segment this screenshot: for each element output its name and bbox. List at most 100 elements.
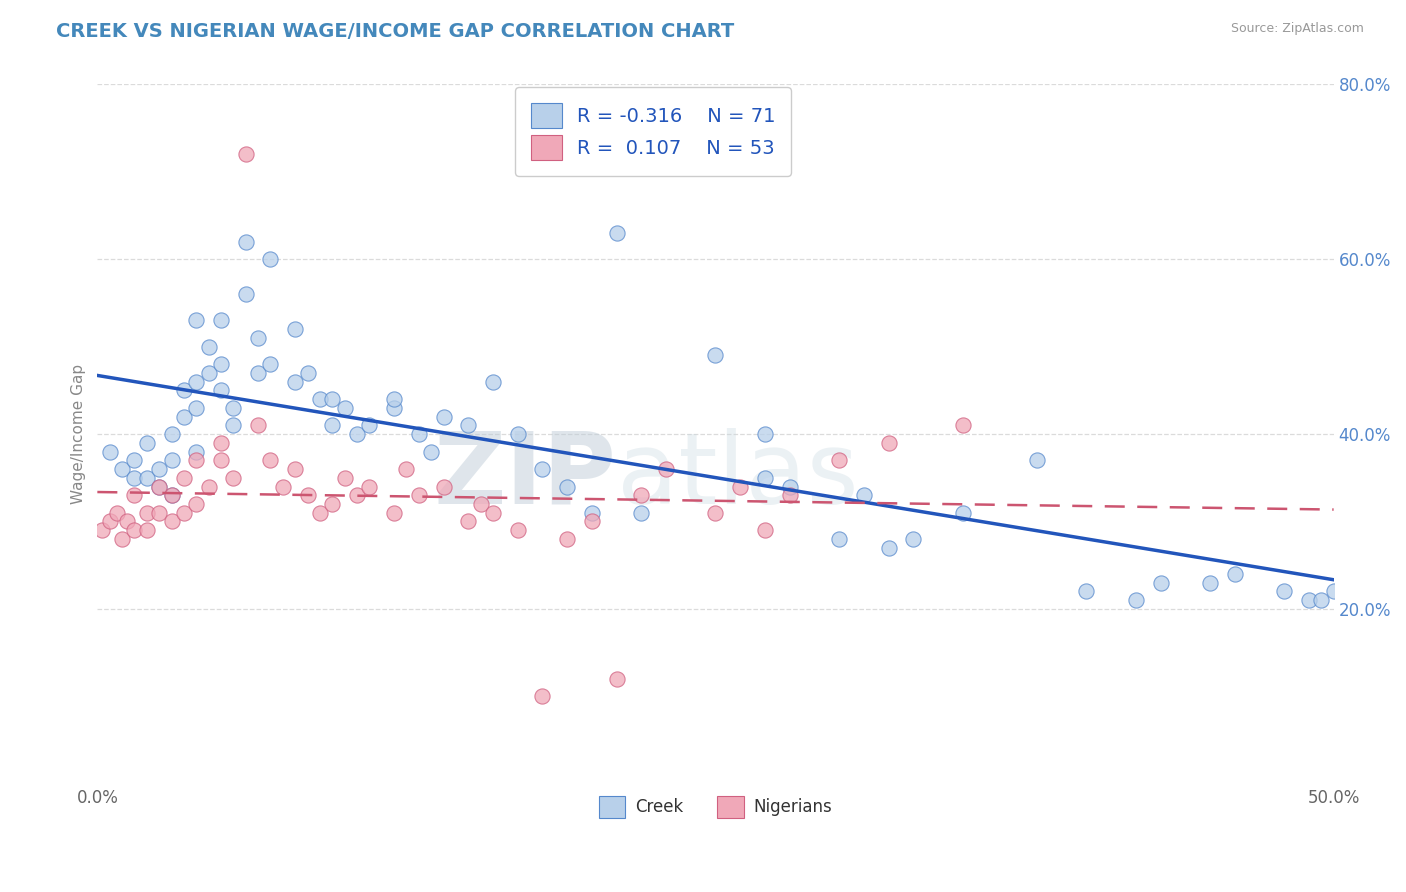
- Point: [160, 488, 183, 502]
- Point: [160, 427, 183, 442]
- Point: [284, 322, 307, 336]
- Point: [209, 453, 232, 467]
- Point: [111, 462, 134, 476]
- Point: [877, 435, 900, 450]
- Point: [148, 462, 170, 476]
- Point: [235, 287, 257, 301]
- Point: [247, 331, 270, 345]
- Point: [1323, 584, 1346, 599]
- Point: [309, 506, 332, 520]
- Y-axis label: Wage/Income Gap: Wage/Income Gap: [72, 364, 86, 504]
- Point: [1298, 593, 1320, 607]
- Point: [1076, 584, 1098, 599]
- Point: [284, 462, 307, 476]
- Point: [382, 401, 405, 415]
- Point: [754, 471, 776, 485]
- Point: [1199, 575, 1222, 590]
- Point: [222, 471, 245, 485]
- Point: [482, 375, 505, 389]
- Point: [186, 401, 208, 415]
- Point: [1149, 575, 1171, 590]
- Point: [111, 532, 134, 546]
- Point: [506, 427, 529, 442]
- Point: [346, 427, 368, 442]
- Point: [395, 462, 418, 476]
- Text: CREEK VS NIGERIAN WAGE/INCOME GAP CORRELATION CHART: CREEK VS NIGERIAN WAGE/INCOME GAP CORREL…: [56, 22, 734, 41]
- Point: [382, 506, 405, 520]
- Point: [828, 453, 851, 467]
- Point: [186, 497, 208, 511]
- Point: [160, 515, 183, 529]
- Point: [98, 515, 121, 529]
- Point: [259, 357, 281, 371]
- Point: [408, 427, 430, 442]
- Point: [271, 479, 294, 493]
- Point: [346, 488, 368, 502]
- Point: [779, 488, 801, 502]
- Point: [555, 532, 578, 546]
- Point: [408, 488, 430, 502]
- Point: [105, 506, 128, 520]
- Point: [197, 366, 219, 380]
- Point: [1125, 593, 1147, 607]
- Point: [124, 523, 146, 537]
- Point: [297, 488, 319, 502]
- Text: atlas: atlas: [617, 427, 858, 524]
- Point: [531, 690, 554, 704]
- Point: [754, 523, 776, 537]
- Point: [359, 418, 381, 433]
- Point: [581, 515, 603, 529]
- Point: [247, 366, 270, 380]
- Point: [135, 506, 157, 520]
- Point: [432, 409, 454, 424]
- Text: Source: ZipAtlas.com: Source: ZipAtlas.com: [1230, 22, 1364, 36]
- Point: [1272, 584, 1295, 599]
- Point: [506, 523, 529, 537]
- Point: [115, 515, 138, 529]
- Point: [1026, 453, 1049, 467]
- Point: [704, 506, 727, 520]
- Point: [124, 471, 146, 485]
- Point: [457, 418, 479, 433]
- Point: [952, 506, 974, 520]
- Point: [606, 672, 628, 686]
- Point: [754, 427, 776, 442]
- Point: [186, 444, 208, 458]
- Point: [606, 226, 628, 240]
- Point: [222, 401, 245, 415]
- Point: [531, 462, 554, 476]
- Point: [457, 515, 479, 529]
- Point: [148, 479, 170, 493]
- Point: [209, 384, 232, 398]
- Point: [222, 418, 245, 433]
- Point: [470, 497, 492, 511]
- Point: [148, 506, 170, 520]
- Point: [209, 435, 232, 450]
- Point: [432, 479, 454, 493]
- Point: [235, 235, 257, 249]
- Point: [309, 392, 332, 406]
- Point: [197, 340, 219, 354]
- Point: [91, 523, 114, 537]
- Point: [186, 453, 208, 467]
- Point: [186, 375, 208, 389]
- Point: [135, 523, 157, 537]
- Legend: Creek, Nigerians: Creek, Nigerians: [592, 789, 839, 824]
- Point: [630, 488, 652, 502]
- Point: [704, 348, 727, 362]
- Point: [160, 453, 183, 467]
- Point: [852, 488, 875, 502]
- Point: [828, 532, 851, 546]
- Point: [259, 453, 281, 467]
- Point: [160, 488, 183, 502]
- Point: [209, 357, 232, 371]
- Point: [173, 506, 195, 520]
- Point: [952, 418, 974, 433]
- Point: [903, 532, 925, 546]
- Point: [98, 444, 121, 458]
- Point: [124, 453, 146, 467]
- Point: [235, 147, 257, 161]
- Point: [333, 471, 356, 485]
- Point: [135, 471, 157, 485]
- Point: [1310, 593, 1333, 607]
